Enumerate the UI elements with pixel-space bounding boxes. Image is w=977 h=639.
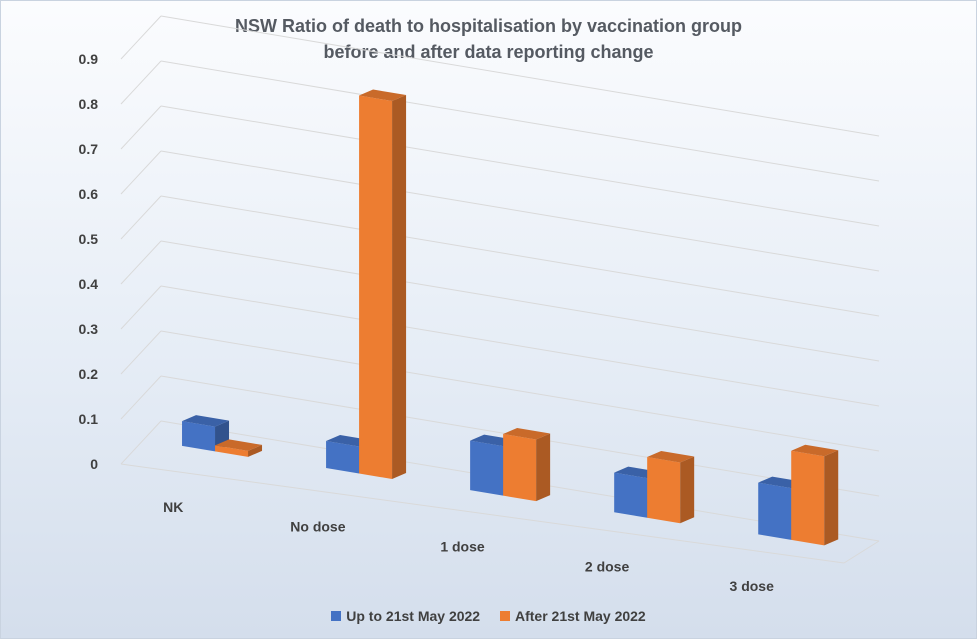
bar-front-face [791, 450, 825, 546]
bar-front-face [215, 445, 249, 457]
gridline-side [120, 195, 162, 240]
gridline-side [120, 375, 162, 420]
y-tick-label: 0.6 [79, 186, 99, 202]
bar-nk-series-2 [215, 439, 263, 457]
bar-side-face [248, 444, 263, 457]
y-tick-label: 0.3 [79, 321, 99, 337]
chart-title-line1: NSW Ratio of death to hospitalisation by… [234, 16, 743, 36]
chart-title: NSW Ratio of death to hospitalisation by… [1, 13, 976, 65]
y-tick-label: 0.5 [79, 231, 99, 247]
bar-side-face [680, 456, 695, 524]
bar-top-face [215, 439, 263, 451]
bar-front-face [182, 421, 216, 452]
x-axis: NK No dose 1 dose 2 dose 3 dose [163, 499, 774, 594]
legend: Up to 21st May 2022 After 21st May 2022 [1, 608, 976, 624]
legend-label-after-21st-may: After 21st May 2022 [514, 608, 646, 624]
bar-front-face [647, 456, 681, 524]
bar-side-face [392, 95, 407, 480]
x-category-label: 2 dose [585, 558, 630, 574]
gridline-side [120, 420, 162, 465]
bar-top-face [791, 444, 839, 457]
gridline-side [120, 240, 162, 285]
floor-edge [120, 463, 845, 564]
gridline [160, 285, 880, 407]
y-axis: 0 0.1 0.2 0.3 0.4 0.5 0.6 0.7 0.8 0.9 [79, 51, 99, 472]
y-tick-label: 0.9 [79, 51, 99, 67]
x-category-label: 1 dose [440, 539, 485, 555]
bar-front-face [614, 472, 648, 518]
bar-front-face [470, 440, 504, 496]
bar-front-face [758, 482, 792, 540]
gridline-side [120, 105, 162, 150]
bar-no-dose-series-2 [359, 89, 407, 480]
gridline [160, 150, 880, 272]
gridline [160, 105, 880, 227]
bar-3-dose-series-2 [791, 444, 839, 546]
gridline [160, 60, 880, 182]
legend-item-after-21st-may: After 21st May 2022 [499, 608, 646, 624]
x-category-label: 3 dose [730, 578, 775, 594]
gridline [160, 240, 880, 362]
gridline [160, 15, 880, 137]
y-tick-label: 0.8 [79, 96, 99, 112]
y-tick-label: 0.4 [79, 276, 99, 292]
gridline-side [120, 15, 162, 60]
bar-2-dose-series-2 [647, 450, 695, 524]
bar-front-face [503, 433, 537, 502]
bars [182, 89, 839, 546]
legend-item-up-to-21st-may: Up to 21st May 2022 [331, 608, 480, 624]
x-category-label: NK [163, 499, 183, 515]
y-tick-label: 0.2 [79, 366, 99, 382]
gridline [160, 330, 880, 452]
gridline-side [120, 150, 162, 195]
gridline-side [120, 330, 162, 375]
bar-top-face [647, 450, 695, 463]
bar-side-face [536, 433, 551, 502]
bar-1-dose-series-2 [503, 427, 551, 502]
x-category-label: No dose [290, 519, 345, 535]
bar-side-face [824, 450, 839, 546]
floor-edge [843, 540, 880, 564]
legend-label-up-to-21st-may: Up to 21st May 2022 [346, 608, 481, 624]
legend-swatch-orange [499, 611, 510, 621]
bar-top-face [503, 427, 551, 440]
y-tick-label: 0.1 [79, 411, 99, 427]
bar-front-face [326, 440, 360, 474]
bar-front-face [359, 95, 393, 480]
gridline-side [120, 285, 162, 330]
bar-top-face [359, 89, 407, 102]
bar-top-face [182, 415, 230, 427]
y-tick-label: 0.7 [79, 141, 99, 157]
legend-swatch-blue [331, 611, 342, 621]
gridline [160, 195, 880, 317]
y-tick-label: 0 [90, 456, 98, 472]
gridlines [120, 15, 880, 564]
gridline-side [120, 60, 162, 105]
